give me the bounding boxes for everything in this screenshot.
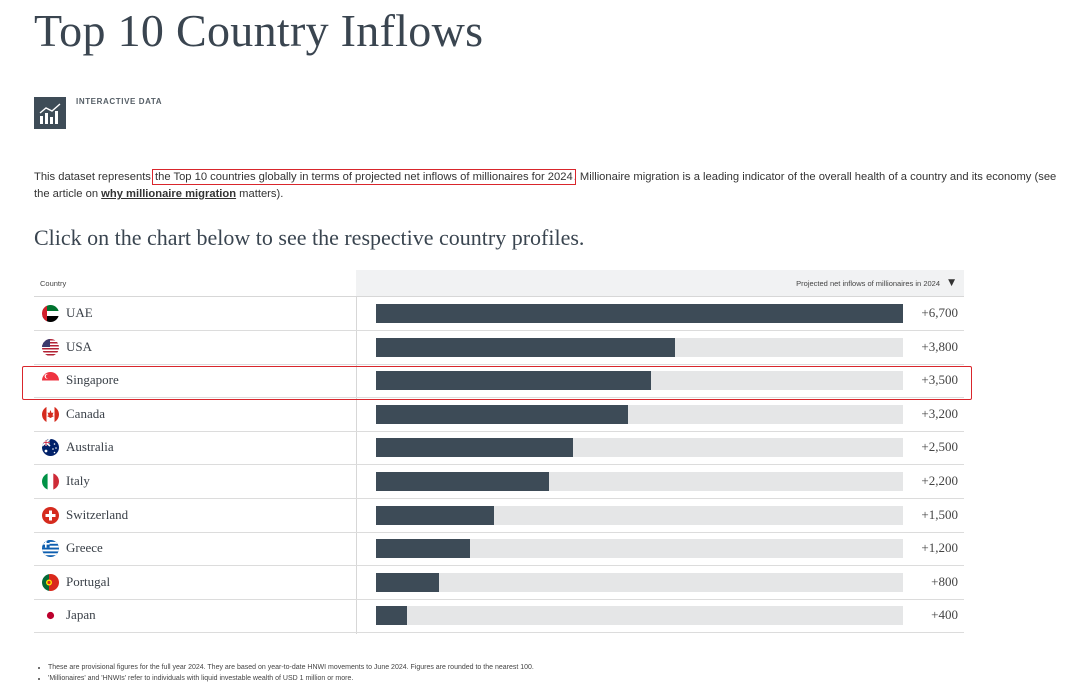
row-switzerland[interactable]: Switzerland +1,500 — [34, 499, 964, 533]
value-column-header-area[interactable]: Projected net inflows of millionaires in… — [356, 270, 964, 296]
value-label: +2,200 — [921, 473, 958, 488]
bar-japan[interactable] — [376, 606, 407, 626]
country-label: Singapore — [66, 372, 119, 388]
country-label: Canada — [66, 405, 105, 421]
bar-track — [376, 438, 903, 458]
row-greece[interactable]: Greece +1,200 — [34, 532, 964, 567]
intro-end: matters). — [236, 188, 284, 200]
country-label: Italy — [66, 473, 90, 488]
bar-chart-icon — [34, 97, 66, 129]
bar-australia[interactable] — [376, 438, 573, 458]
intro-before: This dataset represents — [34, 171, 155, 183]
country-label: Switzerland — [66, 506, 129, 522]
chart-subtitle: Click on the chart below to see the resp… — [34, 225, 585, 250]
value-label: +800 — [931, 573, 958, 589]
value-label: +2,500 — [921, 439, 958, 455]
uae-flag-icon — [42, 305, 59, 322]
bar-portugal[interactable] — [376, 572, 439, 592]
footnote-item: These are provisional figures for the fu… — [48, 662, 534, 673]
bar-chart: Country Projected net inflows of million… — [34, 270, 964, 634]
millionaire-migration-link[interactable]: why millionaire migration — [101, 188, 237, 200]
country-label: Portugal — [66, 573, 111, 589]
country-column-header: Country — [40, 279, 67, 288]
italy-flag-icon — [42, 473, 59, 490]
row-australia[interactable]: Australia +2,500 — [34, 431, 964, 466]
bar-track — [376, 337, 903, 357]
bar-switzerland[interactable] — [376, 505, 494, 525]
row-japan[interactable]: Japan +400 — [34, 599, 964, 634]
country-label: Greece — [66, 540, 103, 556]
row-italy[interactable]: Italy +2,200 — [34, 465, 964, 499]
canada-flag-icon — [42, 405, 59, 423]
country-label: UAE — [66, 305, 93, 320]
country-label: USA — [66, 338, 93, 354]
bar-canada[interactable] — [376, 404, 628, 424]
sort-desc-icon[interactable]: ▼ — [948, 278, 955, 288]
switzerland-flag-icon — [42, 506, 59, 524]
bar-track — [376, 572, 903, 592]
bar-greece[interactable] — [376, 539, 470, 559]
bar-track — [376, 505, 903, 525]
bar-italy[interactable] — [376, 472, 549, 491]
intro-highlight: the Top 10 countries globally in terms o… — [152, 169, 576, 185]
country-label: Japan — [66, 607, 96, 623]
value-column-header: Projected net inflows of millionaires in… — [796, 279, 940, 288]
bar-track — [376, 472, 903, 491]
australia-flag-icon — [42, 439, 59, 457]
intro-after: . Millionaire migration is a leading ind… — [34, 171, 1057, 200]
chart-header: Country Projected net inflows of million… — [34, 270, 964, 297]
bar-uae[interactable] — [376, 304, 903, 323]
value-label: +6,700 — [921, 305, 958, 320]
page-title: Top 10 Country Inflows — [34, 5, 484, 56]
bar-track — [376, 539, 903, 559]
value-label: +3,500 — [921, 372, 958, 388]
greece-flag-icon — [42, 540, 59, 558]
row-uae[interactable]: UAE +6,700 — [34, 297, 964, 331]
portugal-flag-icon — [42, 573, 59, 591]
country-label: Australia — [66, 439, 114, 455]
value-label: +1,200 — [921, 540, 958, 556]
value-label: +1,500 — [921, 506, 958, 522]
row-singapore[interactable]: Singapore +3,500 — [34, 364, 964, 399]
singapore-flag-icon — [42, 372, 59, 390]
japan-flag-icon — [42, 607, 59, 625]
bar-track — [376, 371, 903, 391]
bar-track — [376, 606, 903, 626]
bar-usa[interactable] — [376, 337, 675, 357]
value-label: +3,200 — [921, 405, 958, 421]
bar-track — [376, 404, 903, 424]
row-portugal[interactable]: Portugal +800 — [34, 566, 964, 600]
bar-singapore[interactable] — [376, 371, 651, 391]
value-label: +3,800 — [921, 338, 958, 354]
bar-track — [376, 304, 903, 323]
row-canada[interactable]: Canada +3,200 — [34, 398, 964, 432]
intro-paragraph: This dataset represents the Top 10 count… — [34, 169, 1064, 203]
value-label: +400 — [931, 607, 958, 623]
footnote-item: 'Millionaires' and 'HNWIs' refer to indi… — [48, 673, 534, 684]
usa-flag-icon — [42, 338, 59, 356]
row-usa[interactable]: USA +3,800 — [34, 331, 964, 365]
footnotes: These are provisional figures for the fu… — [36, 662, 534, 684]
badge-label: INTERACTIVE DATA — [76, 97, 163, 106]
